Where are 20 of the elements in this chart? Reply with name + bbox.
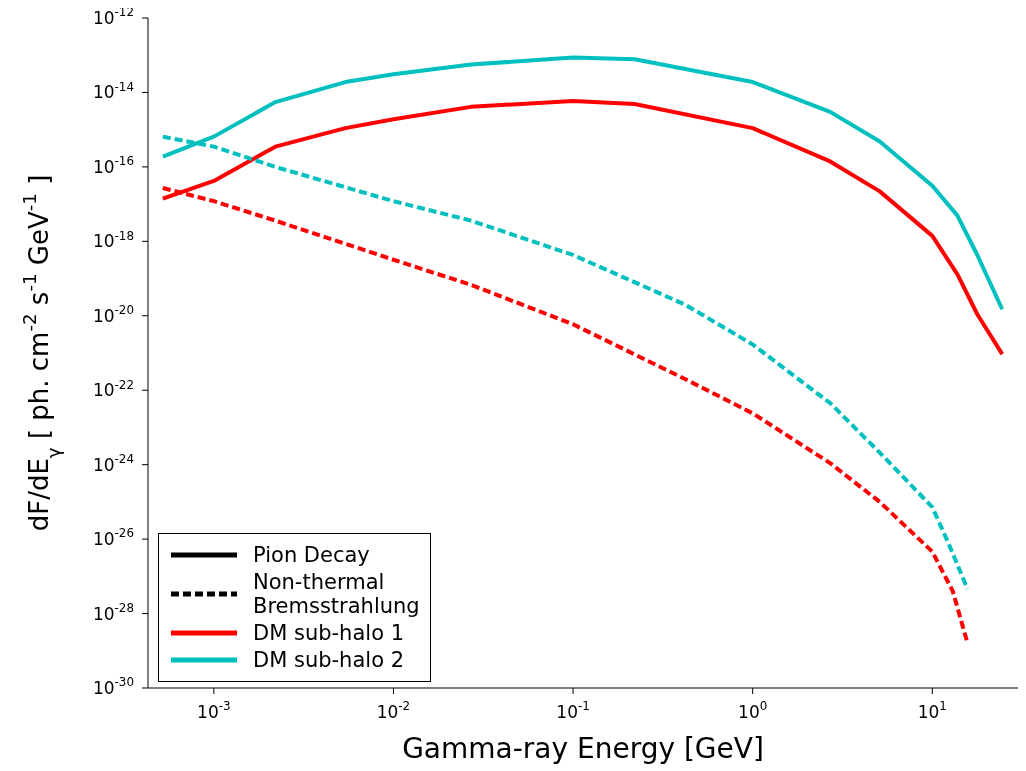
annotation: Non-thermal Bremsstrahlung bbox=[253, 570, 420, 618]
y-tick-label: 10$^{-14}$ bbox=[92, 79, 134, 103]
y-tick-label: 10$^{-18}$ bbox=[92, 228, 134, 252]
y-tick-label: 10$^{-28}$ bbox=[92, 600, 134, 624]
y-tick-label: 10$^{-24}$ bbox=[92, 452, 134, 475]
y-tick-label: 10$^{-20}$ bbox=[92, 303, 134, 326]
y-tick-label: 10$^{-12}$ bbox=[92, 5, 134, 28]
x-tick-label: 10$^{-3}$ bbox=[197, 699, 231, 722]
y-tick-label: 10$^{-16}$ bbox=[92, 154, 134, 177]
x-tick-label: 10$^{1}$ bbox=[917, 699, 947, 722]
x-tick-label: 10$^{-1}$ bbox=[556, 699, 590, 722]
annotation: Pion Decay bbox=[253, 543, 370, 567]
y-tick-label: 10$^{-26}$ bbox=[92, 526, 134, 550]
legend-label: DM sub-halo 1 bbox=[253, 621, 405, 645]
y-tick-label: 10$^{-30}$ bbox=[92, 675, 134, 698]
x-tick-label: 10$^{-2}$ bbox=[376, 699, 411, 722]
y-tick-label: 10$^{-22}$ bbox=[92, 377, 134, 401]
legend-label: DM sub-halo 2 bbox=[253, 648, 405, 672]
x-tick-label: 10$^{0}$ bbox=[738, 699, 768, 722]
x-axis-title: Gamma-ray Energy [GeV] bbox=[402, 732, 764, 765]
